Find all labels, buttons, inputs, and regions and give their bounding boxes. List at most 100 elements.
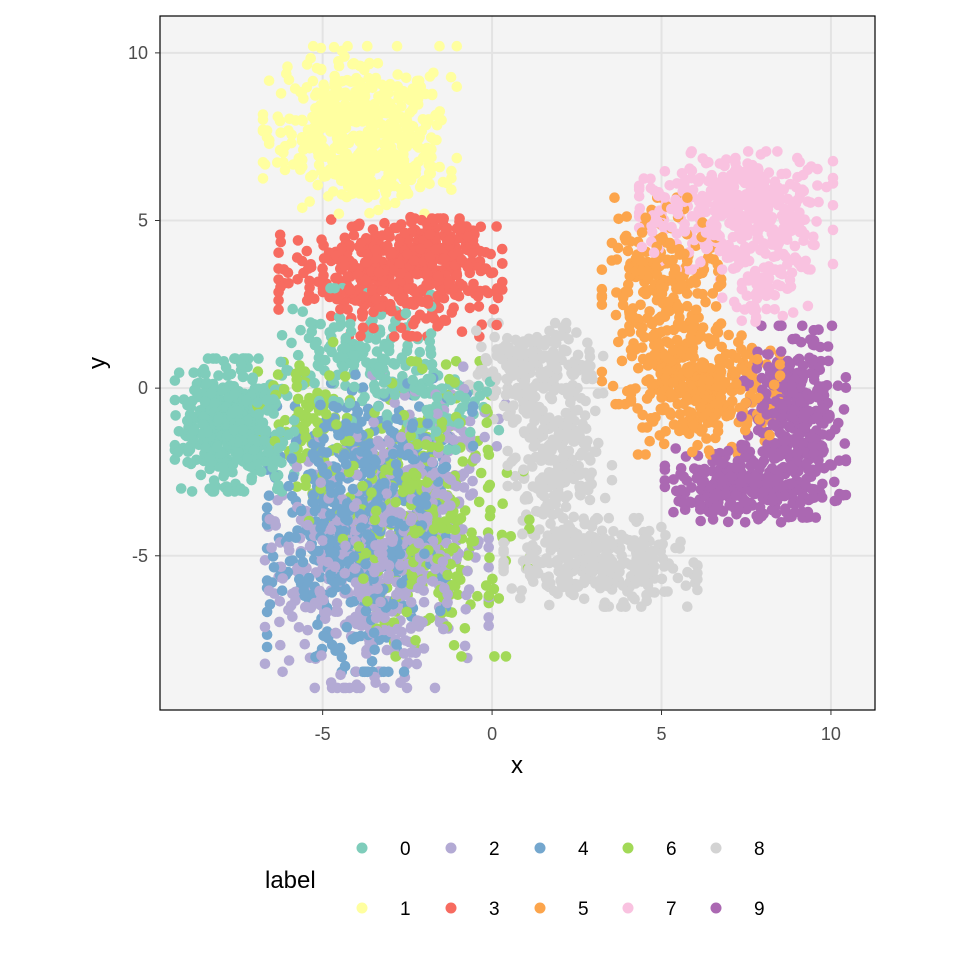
point-label-6 <box>457 456 469 467</box>
point-label-4 <box>331 462 342 474</box>
point-label-2 <box>385 626 397 638</box>
point-label-8 <box>647 555 658 567</box>
point-label-6 <box>505 531 517 542</box>
point-label-6 <box>320 389 331 400</box>
point-label-1 <box>386 81 397 93</box>
point-label-5 <box>703 445 715 456</box>
point-label-2 <box>272 494 284 506</box>
point-label-5 <box>621 211 632 222</box>
point-label-5 <box>723 329 734 341</box>
point-label-7 <box>738 223 749 235</box>
point-label-5 <box>635 299 646 311</box>
point-label-9 <box>833 417 844 429</box>
point-label-9 <box>793 428 804 439</box>
point-label-9 <box>818 403 830 414</box>
point-label-3 <box>291 252 303 263</box>
point-label-8 <box>616 601 627 612</box>
point-label-7 <box>763 261 775 272</box>
point-label-4 <box>261 502 273 513</box>
point-label-2 <box>462 565 473 577</box>
point-label-7 <box>755 245 766 256</box>
point-label-8 <box>540 537 551 548</box>
point-label-4 <box>284 556 296 567</box>
point-label-7 <box>772 279 783 291</box>
point-label-0 <box>359 391 370 403</box>
point-label-5 <box>596 375 608 387</box>
point-label-8 <box>491 372 502 383</box>
point-label-0 <box>337 351 348 363</box>
point-label-0 <box>172 447 184 458</box>
point-label-6 <box>497 498 509 510</box>
point-label-4 <box>266 577 278 588</box>
point-label-3 <box>274 229 286 241</box>
point-label-0 <box>173 367 185 379</box>
point-label-7 <box>827 258 839 270</box>
point-label-7 <box>731 301 743 313</box>
point-label-8 <box>506 583 518 594</box>
point-label-4 <box>366 656 378 667</box>
point-label-1 <box>370 72 382 84</box>
point-label-2 <box>395 431 407 443</box>
point-label-2 <box>437 489 449 500</box>
point-label-8 <box>590 405 601 417</box>
point-label-2 <box>259 658 271 670</box>
point-label-3 <box>304 275 315 287</box>
point-label-7 <box>827 200 839 211</box>
point-label-8 <box>680 580 692 591</box>
point-label-7 <box>714 230 725 242</box>
point-label-5 <box>674 409 686 420</box>
point-label-4 <box>315 399 326 411</box>
point-label-1 <box>366 175 377 187</box>
point-label-0 <box>333 312 345 323</box>
point-label-7 <box>670 194 681 206</box>
point-label-0 <box>235 358 247 370</box>
point-label-4 <box>364 438 376 449</box>
point-label-8 <box>481 355 493 367</box>
point-label-0 <box>401 345 413 357</box>
point-label-0 <box>295 324 306 336</box>
point-label-1 <box>307 169 319 181</box>
point-label-1 <box>288 159 299 170</box>
point-label-9 <box>763 361 774 373</box>
point-label-7 <box>787 307 799 318</box>
point-label-0 <box>253 353 264 364</box>
point-label-7 <box>676 168 688 179</box>
point-label-8 <box>549 454 560 466</box>
point-label-9 <box>676 484 687 496</box>
point-label-2 <box>349 563 361 574</box>
point-label-6 <box>524 514 535 525</box>
point-label-9 <box>668 506 679 518</box>
point-label-5 <box>613 398 625 410</box>
point-label-1 <box>290 115 301 126</box>
point-label-6 <box>405 430 417 442</box>
point-label-0 <box>169 375 181 386</box>
point-label-1 <box>431 134 442 146</box>
point-label-3 <box>273 295 284 306</box>
point-label-1 <box>407 104 418 116</box>
point-label-9 <box>791 447 803 458</box>
point-label-7 <box>755 149 767 160</box>
point-label-8 <box>603 512 615 524</box>
point-label-3 <box>357 311 368 322</box>
point-label-8 <box>560 501 572 513</box>
point-label-7 <box>802 300 814 312</box>
point-label-1 <box>316 116 328 128</box>
point-label-6 <box>324 370 335 381</box>
point-label-8 <box>587 566 599 577</box>
point-label-7 <box>686 211 698 222</box>
point-label-0 <box>186 486 198 497</box>
point-label-0 <box>173 426 185 437</box>
point-label-7 <box>659 166 671 177</box>
point-label-9 <box>694 500 706 511</box>
point-label-6 <box>299 366 311 377</box>
point-label-8 <box>471 325 482 337</box>
point-label-1 <box>298 144 309 156</box>
point-label-9 <box>797 360 809 372</box>
point-label-1 <box>369 98 380 110</box>
point-label-3 <box>391 222 402 234</box>
point-label-9 <box>840 454 852 465</box>
point-label-4 <box>392 467 404 478</box>
point-label-2 <box>309 682 321 694</box>
point-label-5 <box>707 288 719 299</box>
